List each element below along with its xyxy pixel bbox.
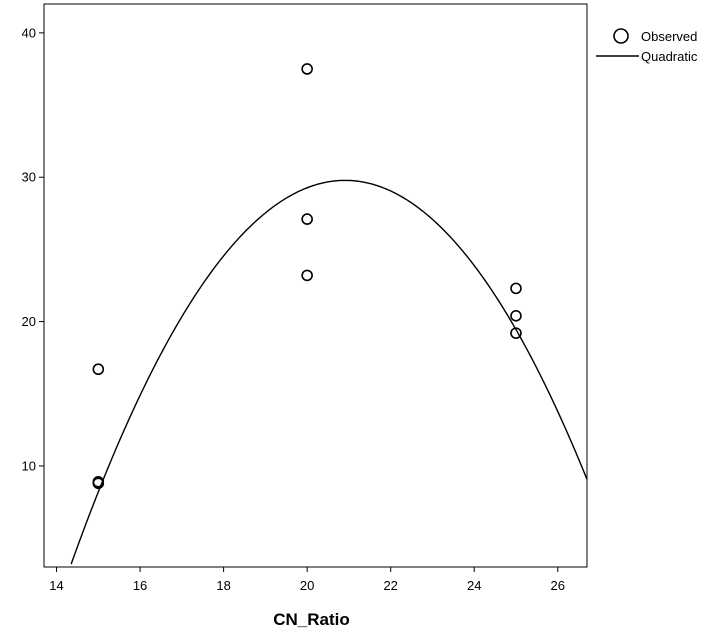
- observed-point: [301, 213, 313, 225]
- plot-frame: [43, 3, 588, 568]
- observed-point: [92, 477, 105, 490]
- x-tick-label: 16: [133, 578, 147, 593]
- observed-point: [510, 282, 522, 295]
- x-tick-label: 26: [551, 578, 565, 593]
- curve-layer: [70, 179, 588, 565]
- legend-label-quadratic: Quadratic: [641, 49, 698, 64]
- observed-point: [301, 269, 313, 282]
- x-tick-label: 22: [383, 578, 397, 593]
- x-tick-label: 20: [300, 578, 314, 593]
- observed-point: [510, 327, 522, 339]
- y-tick-label: 10: [22, 458, 36, 473]
- observed-point: [92, 363, 105, 376]
- y-axis-ticks: 10 20 30 40: [22, 25, 44, 473]
- y-tick-label: 40: [22, 25, 36, 40]
- observed-point: [510, 310, 522, 322]
- legend: Observed Quadratic: [596, 28, 698, 64]
- x-tick-label: 14: [49, 578, 63, 593]
- x-tick-label: 24: [467, 578, 481, 593]
- legend-marker-observed: [613, 28, 629, 44]
- y-tick-label: 20: [22, 314, 36, 329]
- y-tick-label: 30: [22, 170, 36, 185]
- x-tick-label: 18: [216, 578, 230, 593]
- quadratic-fit-line: [70, 179, 588, 565]
- x-axis-title: CN_Ratio: [273, 610, 350, 629]
- observed-point: [301, 63, 313, 75]
- legend-label-observed: Observed: [641, 29, 697, 44]
- x-axis-ticks: 14 16 18 20 22 24 26: [49, 567, 565, 593]
- point-layer: [92, 63, 522, 490]
